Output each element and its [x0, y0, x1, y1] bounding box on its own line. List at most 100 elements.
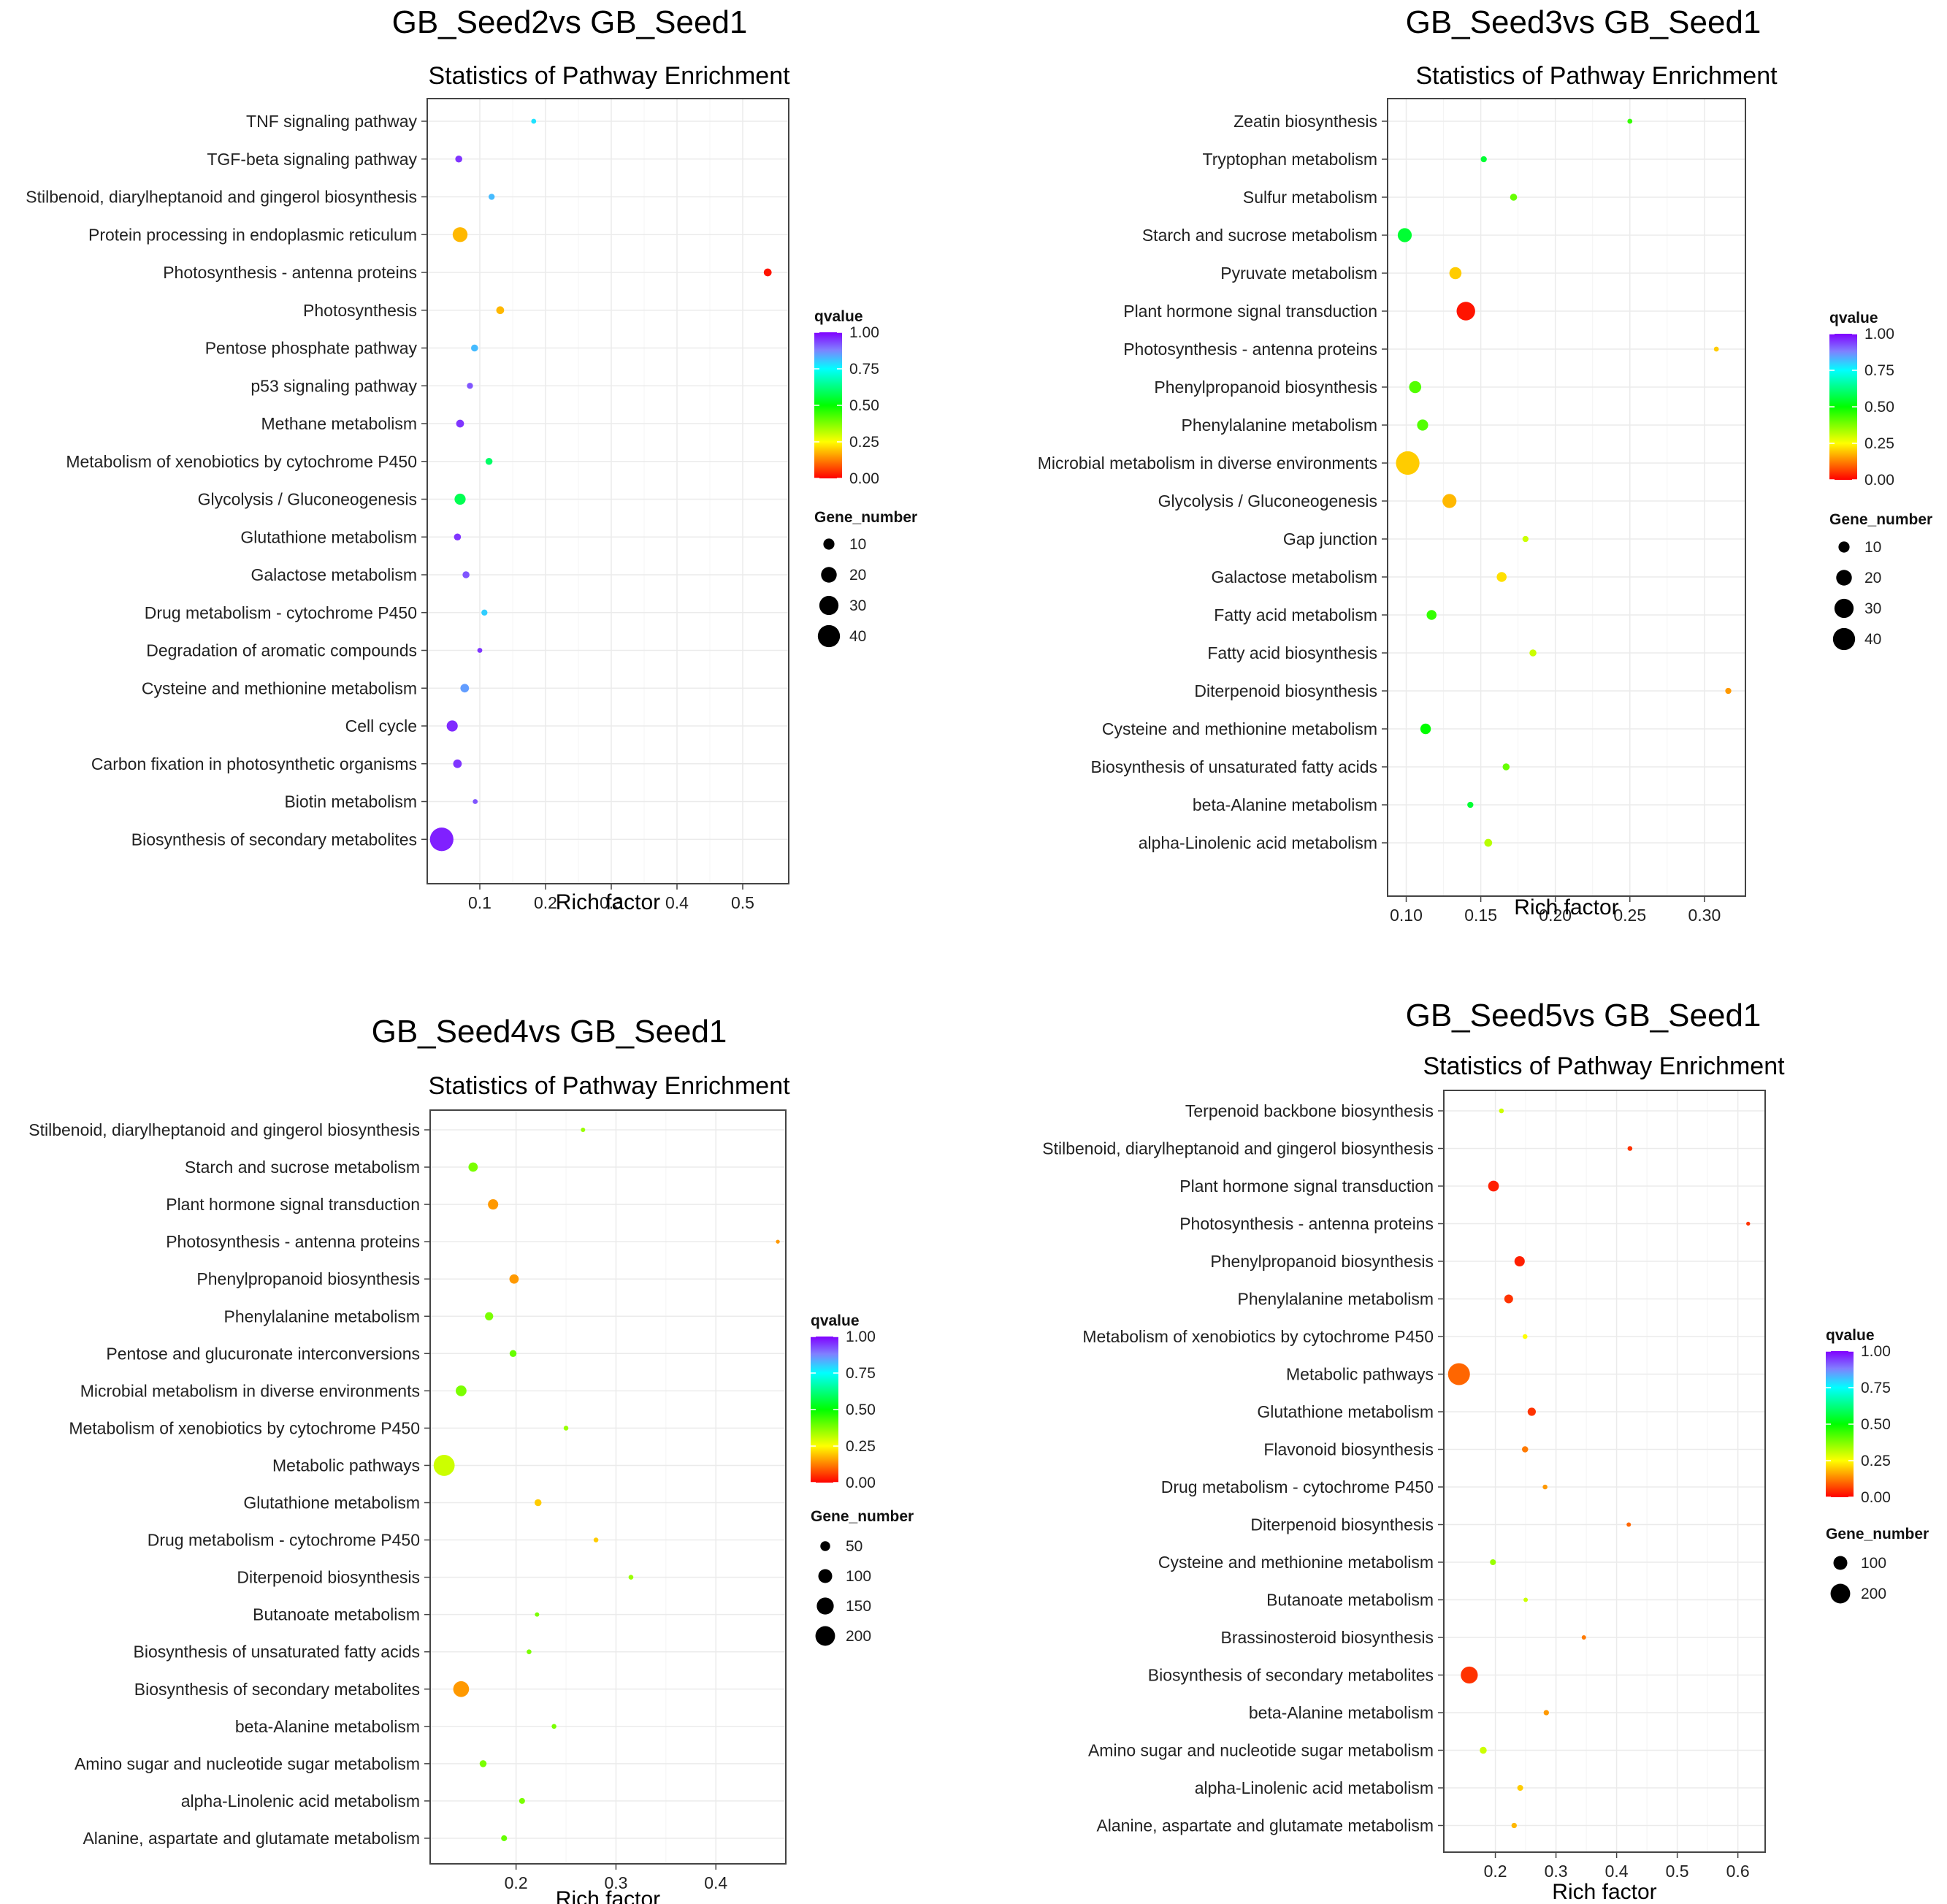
gene-number-legend-label: 10 [1864, 539, 1881, 556]
data-point [1746, 1221, 1751, 1226]
data-point [1510, 194, 1518, 201]
y-tick-label: Drug metabolism - cytochrome P450 [145, 603, 417, 622]
data-point [1517, 1784, 1523, 1792]
x-tick-label: 0.4 [1605, 1862, 1629, 1881]
data-point [1480, 156, 1487, 163]
data-point [628, 1575, 634, 1580]
y-tick-label: Methane metabolism [261, 414, 418, 433]
x-tick-label: 0.30 [1688, 906, 1721, 925]
data-point [471, 344, 478, 352]
y-tick-label: Microbial metabolism in diverse environm… [1038, 454, 1377, 473]
gene-number-legend-label: 100 [846, 1568, 871, 1585]
data-point [1417, 419, 1428, 431]
data-point [527, 1649, 532, 1654]
data-point [1511, 1822, 1517, 1829]
x-tick-label: 0.3 [604, 1873, 627, 1892]
colorbar-tick-label: 1.00 [1861, 1343, 1891, 1360]
y-tick-label: Pyruvate metabolism [1220, 264, 1377, 283]
gene-number-legend-key [816, 1597, 834, 1615]
y-tick-label: Tryptophan metabolism [1203, 150, 1377, 169]
x-tick-label: 0.2 [1484, 1862, 1507, 1881]
data-point [1467, 801, 1474, 808]
y-tick-label: Pentose and glucuronate interconversions [106, 1344, 420, 1363]
gene-number-legend-label: 20 [1864, 570, 1881, 586]
panel-title: GB_Seed4vs GB_Seed1 [372, 1014, 727, 1050]
data-point [1426, 610, 1437, 620]
data-point [479, 1760, 487, 1767]
data-point [1542, 1484, 1548, 1490]
data-point [1527, 1407, 1536, 1416]
x-tick-label: 0.2 [505, 1873, 528, 1892]
gene-number-legend-key [820, 1541, 830, 1551]
y-tick-label: alpha-Linolenic acid metabolism [1195, 1778, 1434, 1797]
y-tick-label: Butanoate metabolism [253, 1605, 420, 1624]
colorbar-tick-label: 0.75 [1861, 1380, 1891, 1396]
x-tick-label: 0.3 [600, 893, 623, 912]
data-point [1488, 1180, 1499, 1192]
data-point [1480, 1746, 1487, 1754]
data-point [496, 306, 505, 315]
y-tick-label: Metabolic pathways [1286, 1365, 1434, 1384]
y-tick-label: Photosynthesis - antenna proteins [166, 1232, 420, 1251]
y-tick-label: Terpenoid backbone biosynthesis [1185, 1101, 1434, 1120]
y-tick-label: Alanine, aspartate and glutamate metabol… [83, 1829, 420, 1848]
y-tick-label: Metabolism of xenobiotics by cytochrome … [66, 452, 417, 471]
data-point [763, 268, 772, 277]
y-tick-label: Plant hormone signal transduction [1123, 302, 1377, 321]
chart-panel-3: GB_Seed3vs GB_Seed1 Statistics of Pathway… [1038, 4, 1933, 925]
data-point [1521, 1446, 1529, 1453]
data-point [453, 759, 462, 768]
y-tick-label: Microbial metabolism in diverse environm… [80, 1381, 420, 1400]
data-point [1627, 118, 1633, 124]
y-tick-label: p53 signaling pathway [250, 376, 417, 395]
data-point [446, 720, 458, 732]
gene-number-legend-key [815, 1626, 835, 1646]
chart-panel-5: GB_Seed5vs GB_Seed1 Statistics of Pathway… [1042, 998, 1929, 1904]
plot-frame [1443, 1090, 1766, 1853]
colorbar-tick-label: 0.50 [846, 1402, 876, 1418]
y-tick-label: Biosynthesis of secondary metabolites [1148, 1666, 1434, 1685]
x-tick-label: 0.6 [1726, 1862, 1750, 1881]
y-tick-label: Phenylpropanoid biosynthesis [1210, 1252, 1434, 1271]
colorbar-tick-label: 0.25 [1861, 1453, 1891, 1469]
gene-number-legend-label: 20 [849, 567, 866, 584]
y-tick-label: Photosynthesis - antenna proteins [1123, 340, 1377, 359]
gene-number-legend-key [1838, 541, 1850, 553]
x-axis-label: Rich factor [556, 890, 660, 914]
y-tick-label: Amino sugar and nucleotide sugar metabol… [74, 1754, 420, 1773]
data-point [462, 571, 470, 578]
y-tick-label: Cysteine and methionine metabolism [1102, 719, 1377, 738]
data-point [433, 1455, 455, 1476]
colorbar-tick-label: 0.50 [849, 397, 879, 414]
y-tick-label: Metabolism of xenobiotics by cytochrome … [69, 1418, 420, 1437]
colorbar-tick-label: 0.50 [1864, 399, 1894, 416]
y-tick-label: TNF signaling pathway [246, 112, 417, 131]
data-point [1449, 267, 1462, 280]
gene-number-legend-key [817, 624, 841, 648]
y-tick-label: Flavonoid biosynthesis [1263, 1440, 1434, 1459]
qvalue-legend-title: qvalue [1829, 310, 1878, 326]
y-tick-label: Photosynthesis [303, 301, 417, 320]
y-tick-label: beta-Alanine metabolism [1193, 795, 1377, 814]
data-point [1543, 1710, 1549, 1716]
data-point [468, 1162, 478, 1172]
data-point [531, 118, 537, 124]
data-point [519, 1797, 525, 1804]
y-tick-label: TGF-beta signaling pathway [207, 150, 417, 169]
data-point [473, 799, 478, 804]
data-point [489, 194, 495, 200]
colorbar-tick-label: 0.50 [1861, 1416, 1891, 1433]
y-tick-label: Metabolic pathways [272, 1456, 420, 1475]
data-point [1522, 1334, 1528, 1339]
data-point [1504, 1294, 1513, 1304]
data-point [460, 684, 470, 693]
gene-number-legend-label: 40 [849, 628, 866, 645]
gene-number-legend-key [1830, 1583, 1851, 1604]
colorbar-tick-label: 0.25 [1864, 435, 1894, 452]
data-point [1529, 649, 1537, 657]
x-tick-label: 0.5 [731, 893, 754, 912]
plot-grid [430, 1110, 786, 1864]
plot-grid [1444, 1090, 1765, 1852]
y-tick-label: Glutathione metabolism [240, 527, 417, 546]
